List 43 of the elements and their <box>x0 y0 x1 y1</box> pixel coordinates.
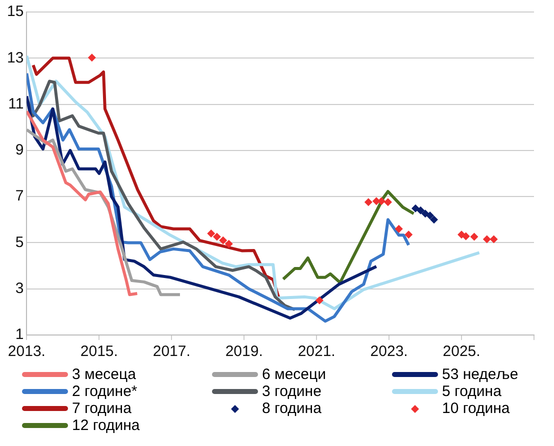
x-tick-label: 2021. <box>298 343 336 360</box>
point <box>315 296 324 304</box>
y-tick-label: 9 <box>15 142 24 159</box>
point <box>384 198 392 206</box>
x-tick-label: 2023. <box>370 343 408 360</box>
point <box>412 204 420 212</box>
x-tick-label: 2017. <box>152 343 190 360</box>
legend-label: 8 година <box>262 400 322 417</box>
point <box>364 198 372 206</box>
point <box>219 236 228 244</box>
point <box>462 232 470 240</box>
point <box>482 235 491 244</box>
legend-label: 3 године <box>262 383 322 400</box>
x-tick-label: 2015. <box>80 343 118 360</box>
point <box>207 229 216 238</box>
x-tick-label: 2025. <box>442 343 480 360</box>
point <box>224 240 233 248</box>
y-tick-label: 11 <box>8 95 24 112</box>
x-tick-label: 2013. <box>8 343 46 360</box>
y-tick-label: 1 <box>15 326 24 344</box>
legend-label: 53 недеље <box>442 366 518 383</box>
point <box>212 232 221 241</box>
x-tick-label: 2019. <box>225 343 263 360</box>
legend-label: 6 месеци <box>262 366 326 383</box>
legend-label: 10 година <box>442 400 510 417</box>
point <box>470 232 478 241</box>
point <box>404 230 413 239</box>
legend-label: 12 година <box>72 417 140 434</box>
y-tick-label: 5 <box>15 234 24 251</box>
point <box>394 224 403 233</box>
point <box>88 54 96 62</box>
y-tick-label: 15 <box>6 3 24 20</box>
legend-label: 2 године* <box>72 383 138 400</box>
point <box>426 211 434 220</box>
point <box>490 235 498 244</box>
point <box>416 206 425 214</box>
legend-label: 7 година <box>72 400 132 417</box>
y-tick-label: 7 <box>15 188 24 205</box>
legend-label: 5 година <box>442 383 502 400</box>
y-tick-label: 13 <box>6 49 24 66</box>
point <box>430 216 438 224</box>
legend-label: 3 месеца <box>72 366 136 383</box>
y-tick-label: 3 <box>15 280 24 297</box>
